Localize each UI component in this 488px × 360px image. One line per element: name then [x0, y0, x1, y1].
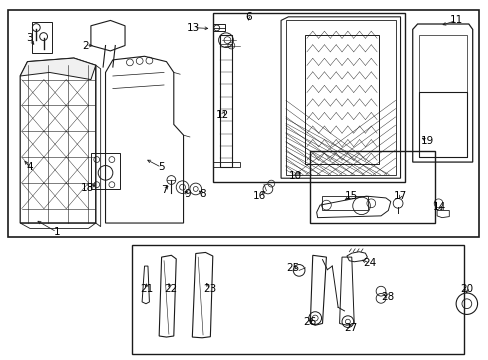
Text: 25: 25 [286, 263, 299, 273]
Text: 21: 21 [140, 284, 153, 294]
Text: 24: 24 [363, 258, 376, 268]
Text: 2: 2 [82, 41, 89, 50]
Bar [212, 13, 405, 182]
Bar [418, 35, 466, 157]
Text: 12: 12 [216, 111, 229, 121]
Text: 11: 11 [449, 15, 462, 26]
Text: 9: 9 [184, 189, 191, 199]
Text: 8: 8 [199, 189, 206, 199]
Bar [8, 10, 478, 237]
Bar [91, 153, 120, 189]
Text: 7: 7 [161, 185, 167, 195]
Text: 16: 16 [252, 191, 265, 201]
Text: 26: 26 [303, 317, 316, 327]
Bar [132, 244, 463, 354]
Text: 13: 13 [186, 23, 200, 33]
Text: 5: 5 [158, 162, 164, 172]
Text: 1: 1 [53, 227, 60, 237]
Bar [32, 22, 52, 53]
Text: 4: 4 [26, 162, 33, 172]
Text: 10: 10 [288, 171, 302, 181]
Text: 23: 23 [203, 284, 217, 294]
Text: 19: 19 [420, 136, 433, 145]
Bar [212, 24, 224, 31]
Text: 28: 28 [381, 292, 394, 302]
Bar [418, 92, 466, 157]
Text: 22: 22 [164, 284, 178, 294]
Text: 14: 14 [432, 202, 445, 212]
Bar [305, 35, 378, 164]
Bar [219, 35, 231, 167]
Bar [310, 151, 434, 223]
Text: 3: 3 [26, 33, 33, 43]
Polygon shape [20, 58, 96, 80]
Text: 6: 6 [244, 12, 251, 22]
Bar [285, 21, 395, 175]
Text: 15: 15 [345, 191, 358, 201]
Bar [321, 196, 367, 211]
Text: 27: 27 [344, 323, 357, 333]
Text: 20: 20 [459, 284, 472, 294]
Text: 18: 18 [81, 183, 94, 193]
Text: 17: 17 [393, 191, 407, 201]
